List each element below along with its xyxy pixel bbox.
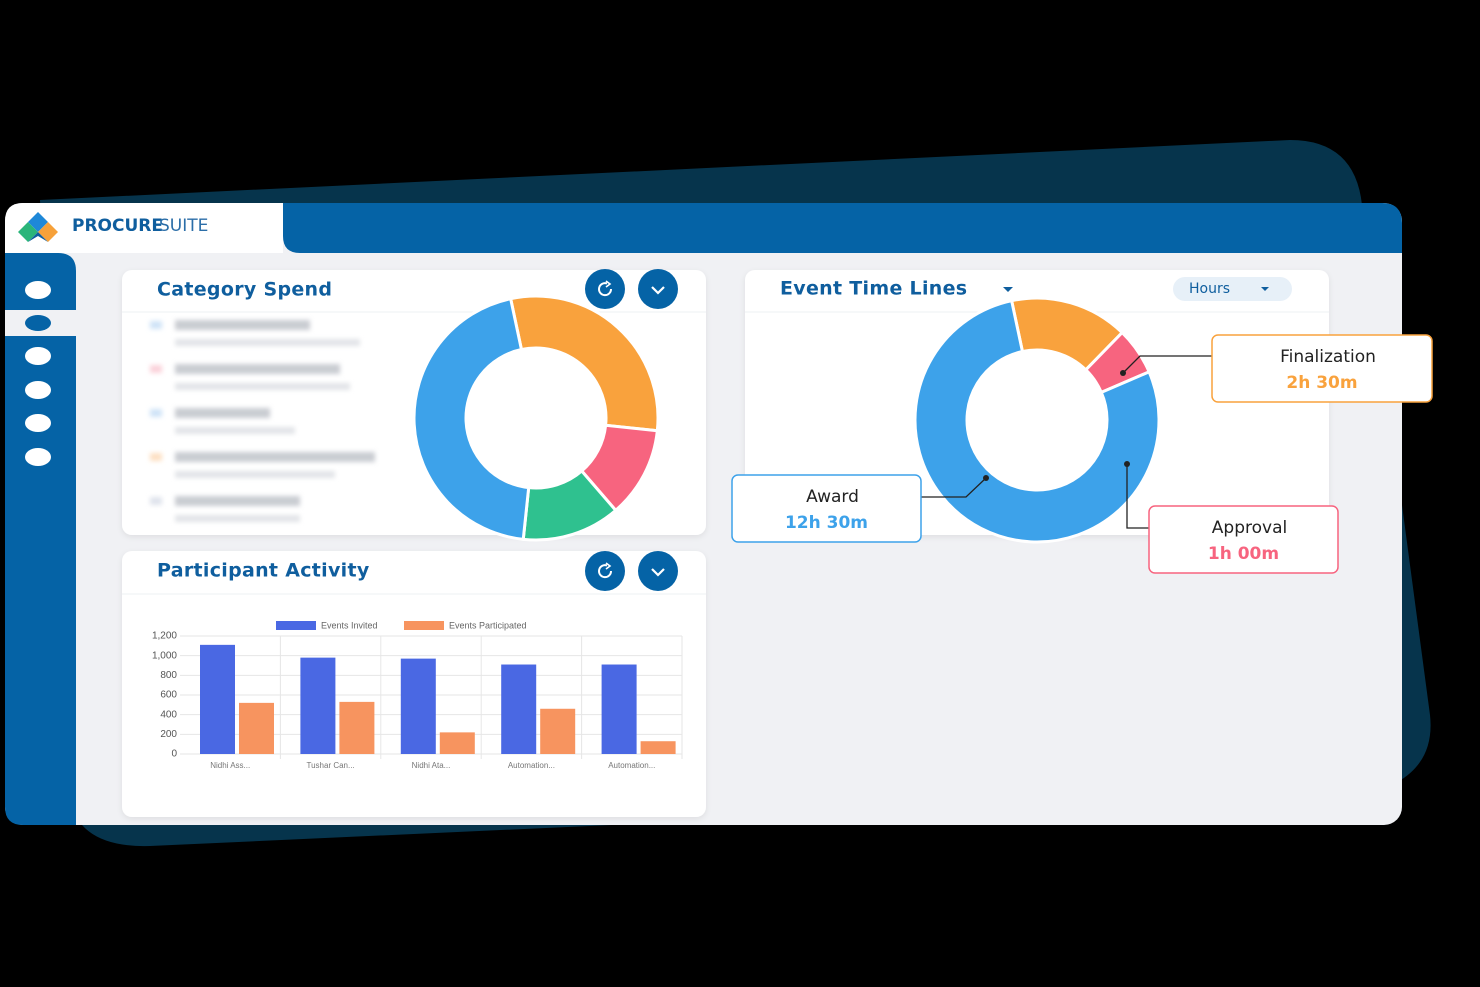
callout-value: 12h 30m (785, 513, 868, 533)
chart-title: Participant Activity (157, 560, 370, 582)
x-tick-label: Nidhi Ass... (210, 761, 250, 770)
logo-tab (5, 203, 283, 253)
donut-segment (412, 296, 531, 541)
bar (339, 701, 375, 754)
sidebar-icons[interactable] (25, 281, 51, 466)
connector (1122, 355, 1245, 374)
y-tick-label: 0 (171, 749, 177, 760)
sidebar (5, 253, 76, 825)
unit-label: Hours (1189, 281, 1230, 297)
bar (200, 644, 235, 754)
unit-selector[interactable] (1173, 277, 1292, 301)
y-tick-label: 800 (160, 670, 177, 681)
callout-label: Approval (1212, 518, 1287, 538)
y-tick-label: 200 (160, 729, 177, 740)
x-tick-label: Automation... (608, 761, 655, 770)
callout-value: 1h 00m (1208, 544, 1279, 564)
caret (1003, 287, 1013, 292)
legend-label: Events Participated (449, 620, 527, 630)
connector-dot (1124, 461, 1130, 467)
bar (300, 657, 336, 754)
bar (640, 741, 676, 754)
legend-swatch (276, 621, 316, 630)
donut-segment (913, 298, 1161, 544)
callout-value: 2h 30m (1286, 373, 1357, 393)
bar (400, 658, 436, 754)
brand-bold: PROCURE (72, 216, 163, 236)
bar (601, 664, 637, 754)
y-tick-label: 600 (160, 690, 177, 701)
bar (239, 702, 274, 754)
callout-label: Award (806, 487, 859, 507)
y-tick-label: 400 (160, 709, 177, 720)
chart-title: Event Time Lines (780, 278, 967, 300)
x-tick-label: Tushar Can... (307, 761, 355, 770)
callout-label: Finalization (1280, 347, 1376, 367)
callout (1211, 334, 1433, 403)
bar (540, 708, 576, 754)
legend-swatch (404, 621, 444, 630)
bar (439, 732, 475, 754)
blurred-legend (150, 320, 375, 522)
y-tick-label: 1,200 (152, 631, 177, 642)
logo (18, 212, 58, 242)
connector-dot (983, 475, 989, 481)
bar (501, 664, 537, 754)
connector-dot (1120, 370, 1126, 376)
caret (1261, 287, 1269, 291)
top-bar (283, 203, 1402, 253)
card (745, 270, 1329, 535)
chart-title: Category Spend (157, 279, 332, 301)
brand-light: SUITE (159, 216, 208, 236)
buttons[interactable] (585, 269, 678, 591)
x-tick-label: Automation... (508, 761, 555, 770)
callout (731, 474, 922, 543)
x-tick-label: Nidhi Ata... (412, 761, 451, 770)
donut-segment (508, 294, 660, 433)
callout (1148, 505, 1339, 574)
legend-label: Events Invited (321, 620, 378, 630)
y-tick-label: 1,000 (152, 650, 177, 661)
